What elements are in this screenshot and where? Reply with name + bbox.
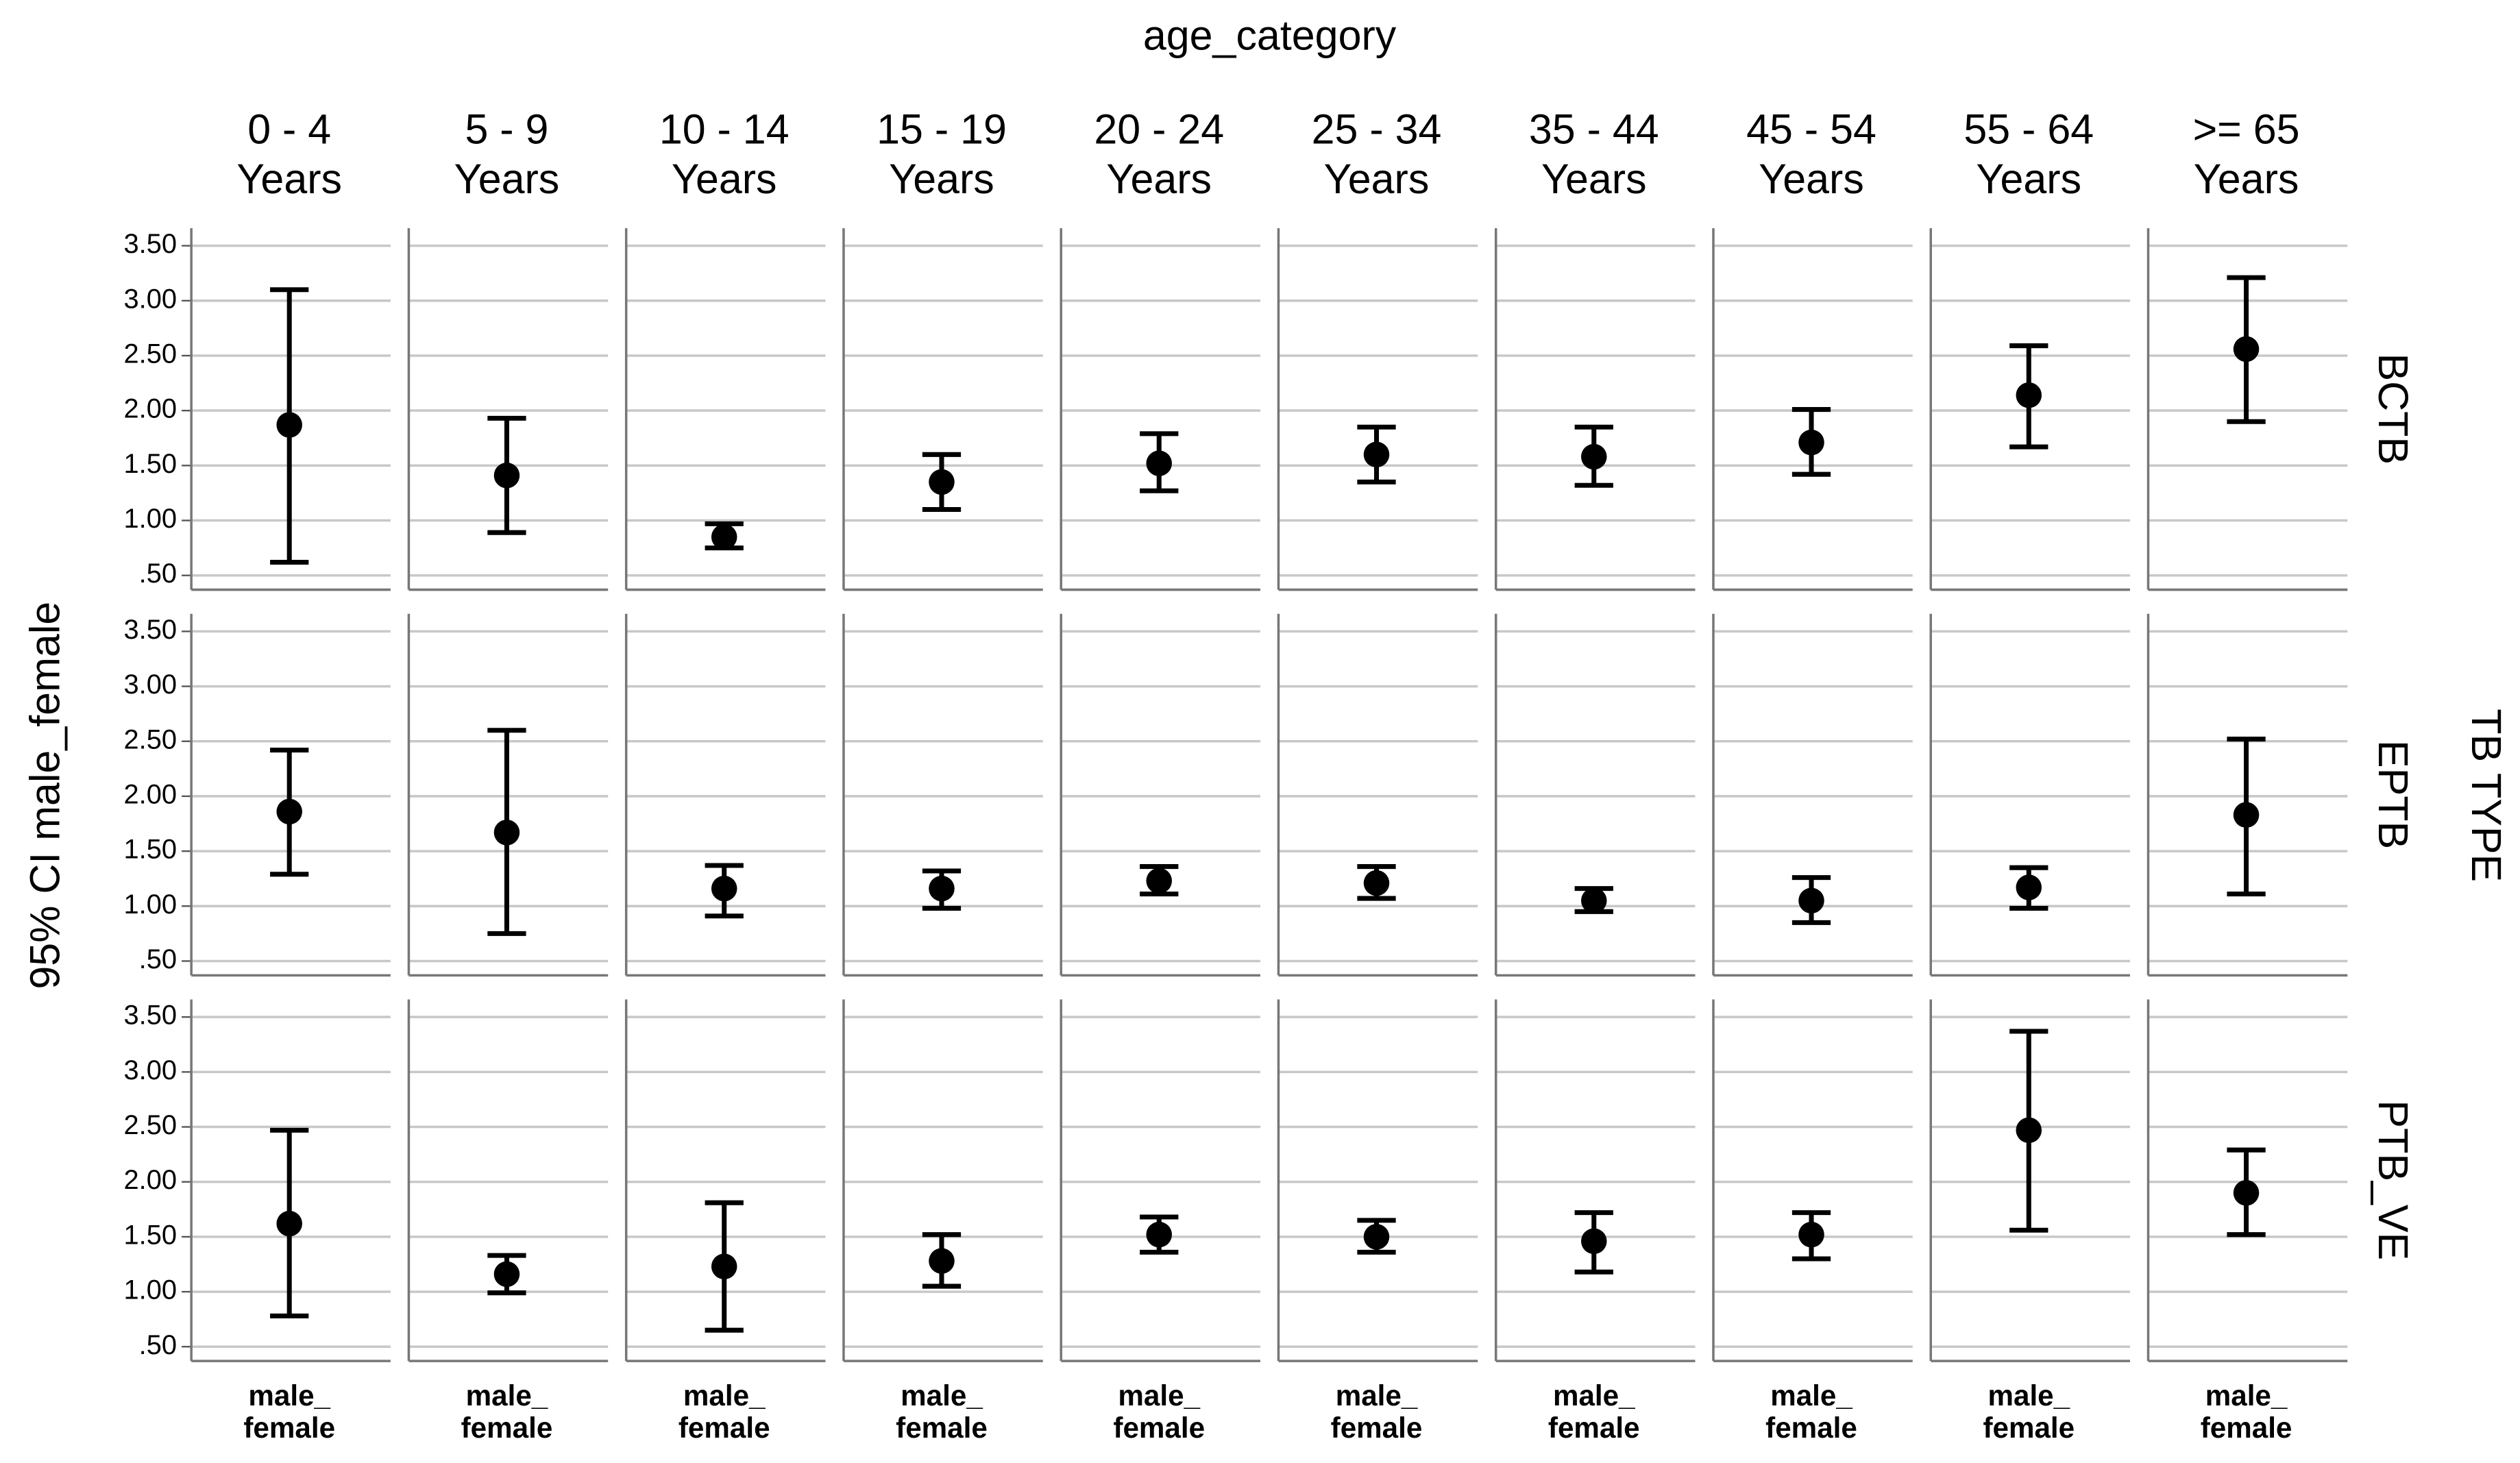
y-tick-label: 1.00 (123, 1275, 177, 1305)
row-label: PTB_VE (2370, 1100, 2417, 1260)
mean-point (1581, 887, 1607, 914)
mean-point (493, 1261, 520, 1288)
mean-point (711, 1253, 737, 1279)
mean-point (929, 469, 955, 495)
mean-point (1146, 1221, 1173, 1248)
column-title: age_category (1143, 12, 1397, 58)
y-tick-label: 1.50 (123, 835, 177, 865)
y-tick-label: 1.50 (123, 449, 177, 479)
y-tick-label: 2.50 (123, 1110, 177, 1140)
column-header: 20 - 24 Years (1094, 106, 1224, 203)
mean-point (2233, 336, 2260, 362)
mean-point (711, 875, 737, 902)
y-tick-label: 3.00 (123, 284, 177, 314)
y-tick-label: 3.00 (123, 669, 177, 700)
y-tick-label: 1.50 (123, 1220, 177, 1250)
mean-point (1146, 868, 1173, 894)
mean-point (1581, 443, 1607, 470)
x-tick-label: male_ female (678, 1379, 770, 1444)
mean-point (1363, 870, 1390, 896)
y-tick-label: 1.00 (123, 889, 177, 920)
mean-point (2016, 1117, 2042, 1144)
mean-point (276, 1210, 302, 1237)
mean-point (1363, 1224, 1390, 1250)
mean-point (929, 1248, 955, 1274)
column-header: 55 - 64 Years (1964, 106, 2094, 203)
mean-point (2233, 1179, 2260, 1206)
y-tick-label: 3.50 (123, 229, 177, 259)
column-header: 35 - 44 Years (1529, 106, 1659, 203)
mean-point (1146, 450, 1173, 476)
mean-point (2016, 874, 2042, 900)
mean-point (1798, 429, 1824, 456)
column-header: 10 - 14 Years (659, 106, 790, 203)
x-tick-label: male_ female (1983, 1379, 2075, 1444)
y-tick-label: 2.50 (123, 724, 177, 754)
y-tick-label: .50 (139, 558, 177, 589)
mean-point (1363, 441, 1390, 468)
mean-point (1798, 887, 1824, 914)
mean-point (2016, 382, 2042, 408)
y-tick-label: 3.50 (123, 615, 177, 645)
y-tick-label: 2.00 (123, 779, 177, 809)
column-header: 45 - 54 Years (1746, 106, 1876, 203)
mean-point (493, 820, 520, 846)
mean-point (1798, 1221, 1824, 1248)
column-header: 25 - 34 Years (1312, 106, 1442, 203)
mean-point (276, 798, 302, 825)
column-header: 0 - 4 Years (236, 106, 342, 203)
x-tick-label: male_ female (461, 1379, 553, 1444)
row-title: TB TYPE (2463, 709, 2510, 882)
x-tick-label: male_ female (1331, 1379, 1423, 1444)
column-header: 15 - 19 Years (877, 106, 1007, 203)
y-tick-label: 2.00 (123, 394, 177, 424)
y-tick-label: 2.50 (123, 339, 177, 369)
x-tick-label: male_ female (1765, 1379, 1857, 1444)
mean-point (1581, 1228, 1607, 1255)
y-tick-label: 3.00 (123, 1055, 177, 1085)
mean-point (276, 412, 302, 438)
y-tick-label: 3.50 (123, 1000, 177, 1031)
row-label: BCTB (2370, 353, 2417, 465)
row-label: EPTB (2370, 740, 2417, 849)
y-tick-label: .50 (139, 944, 177, 974)
y-tick-label: 1.00 (123, 504, 177, 534)
x-tick-label: male_ female (2201, 1379, 2292, 1444)
x-tick-label: male_ female (1113, 1379, 1205, 1444)
x-tick-label: male_ female (1548, 1379, 1640, 1444)
mean-point (711, 524, 737, 550)
mean-point (929, 875, 955, 902)
mean-point (2233, 802, 2260, 828)
y-tick-label: .50 (139, 1330, 177, 1360)
x-tick-label: male_ female (896, 1379, 988, 1444)
y-tick-label: 2.00 (123, 1165, 177, 1195)
column-header: >= 65 Years (2193, 106, 2300, 203)
column-header: 5 - 9 Years (454, 106, 560, 203)
y-axis-label: 95% CI male_female (22, 602, 69, 989)
x-tick-label: male_ female (243, 1379, 335, 1444)
mean-point (493, 463, 520, 489)
